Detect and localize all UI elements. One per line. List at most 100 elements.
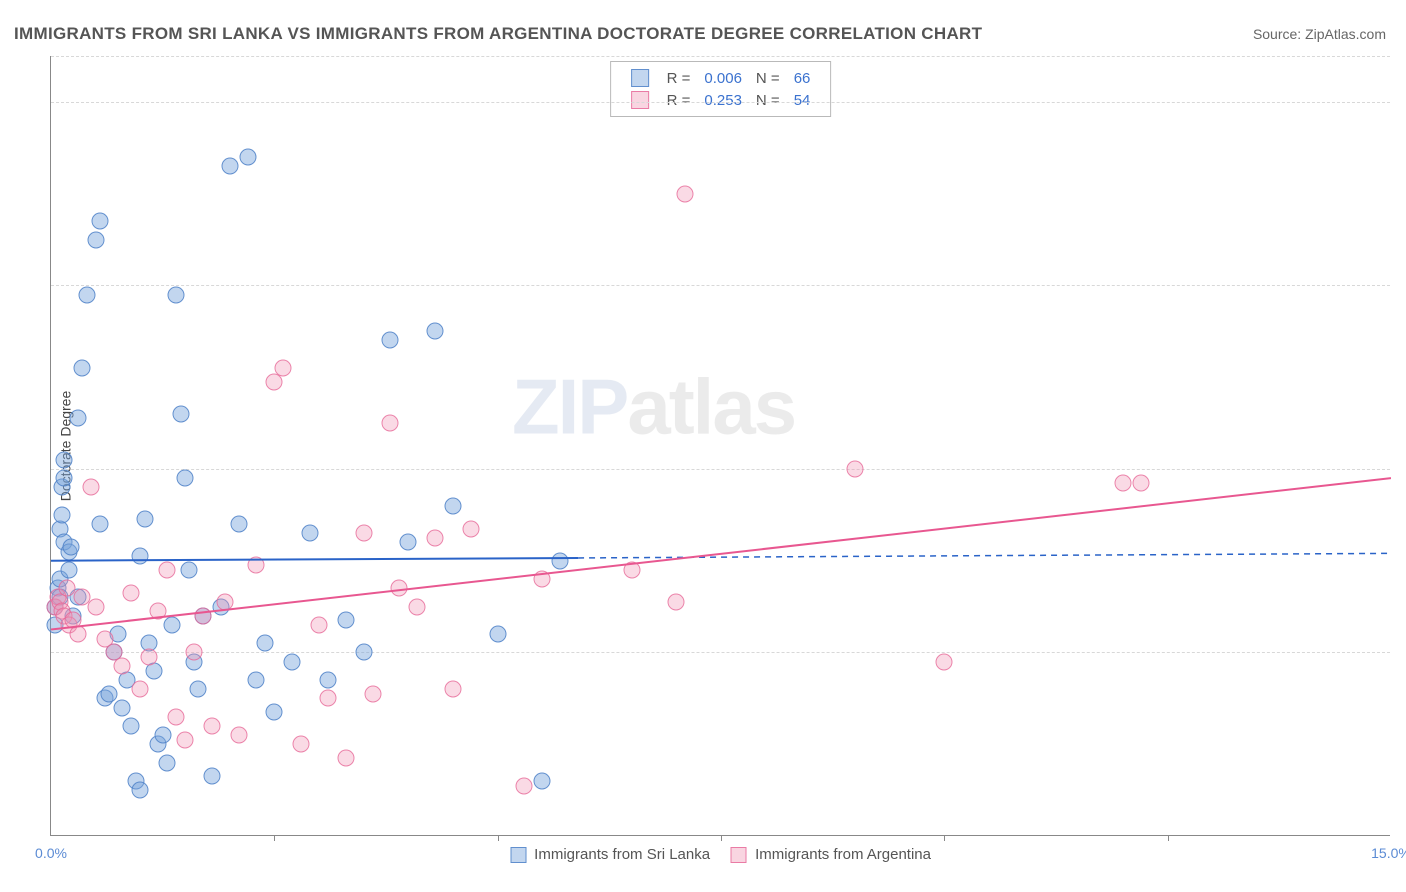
swatch-pink-icon: [631, 91, 649, 109]
data-point: [248, 557, 265, 574]
y-tick-label: 4.0%: [1400, 461, 1406, 477]
data-point: [516, 777, 533, 794]
data-point: [337, 612, 354, 629]
legend-row-sri-lanka: R = 0.006 N = 66: [625, 68, 817, 88]
data-point: [382, 415, 399, 432]
gridline: [51, 469, 1390, 470]
x-tick-label: 0.0%: [35, 845, 67, 861]
data-point: [159, 754, 176, 771]
plot-area: ZIPatlas R = 0.006 N = 66 R = 0.253 N = …: [50, 56, 1390, 836]
data-point: [132, 681, 149, 698]
gridline: [51, 652, 1390, 653]
data-point: [355, 525, 372, 542]
legend-stats: R = 0.006 N = 66 R = 0.253 N = 54: [610, 61, 832, 117]
data-point: [311, 616, 328, 633]
data-point: [154, 727, 171, 744]
data-point: [677, 185, 694, 202]
data-point: [114, 658, 131, 675]
swatch-blue-icon: [631, 69, 649, 87]
data-point: [190, 681, 207, 698]
data-point: [62, 538, 79, 555]
data-point: [217, 594, 234, 611]
data-point: [293, 736, 310, 753]
data-point: [623, 561, 640, 578]
regression-line: [51, 558, 578, 561]
data-point: [132, 782, 149, 799]
data-point: [59, 580, 76, 597]
data-point: [203, 768, 220, 785]
data-point: [92, 516, 109, 533]
data-point: [203, 717, 220, 734]
data-point: [185, 644, 202, 661]
x-tick-mark: [498, 835, 499, 841]
data-point: [1115, 474, 1132, 491]
x-tick-mark: [1168, 835, 1169, 841]
legend-r-value-2: 0.253: [698, 90, 748, 110]
data-point: [409, 598, 426, 615]
watermark-atlas: atlas: [627, 362, 795, 450]
data-point: [936, 653, 953, 670]
legend-r-label: R =: [661, 68, 697, 88]
data-point: [427, 323, 444, 340]
data-point: [53, 506, 70, 523]
data-point: [123, 717, 140, 734]
data-point: [87, 231, 104, 248]
data-point: [337, 750, 354, 767]
y-tick-label: 8.0%: [1400, 94, 1406, 110]
data-point: [194, 607, 211, 624]
legend-n-label: N =: [750, 68, 786, 88]
data-point: [141, 649, 158, 666]
data-point: [69, 626, 86, 643]
data-point: [248, 672, 265, 689]
data-point: [172, 405, 189, 422]
data-point: [319, 672, 336, 689]
data-point: [382, 332, 399, 349]
data-point: [159, 561, 176, 578]
data-point: [177, 731, 194, 748]
y-tick-label: 2.0%: [1400, 644, 1406, 660]
data-point: [56, 470, 73, 487]
data-point: [319, 690, 336, 707]
data-point: [400, 534, 417, 551]
data-point: [534, 772, 551, 789]
data-point: [668, 594, 685, 611]
data-point: [60, 561, 77, 578]
data-point: [181, 561, 198, 578]
legend-row-argentina: R = 0.253 N = 54: [625, 90, 817, 110]
watermark-zip: ZIP: [512, 362, 627, 450]
gridline: [51, 56, 1390, 57]
regression-line-dashed: [578, 553, 1391, 558]
gridline: [51, 285, 1390, 286]
data-point: [445, 497, 462, 514]
chart-title: IMMIGRANTS FROM SRI LANKA VS IMMIGRANTS …: [14, 24, 982, 44]
data-point: [239, 148, 256, 165]
regression-line: [51, 478, 1391, 629]
data-point: [78, 286, 95, 303]
data-point: [163, 616, 180, 633]
swatch-pink-icon: [731, 847, 747, 863]
data-point: [132, 548, 149, 565]
data-point: [168, 708, 185, 725]
legend-label-sri-lanka: Immigrants from Sri Lanka: [534, 846, 710, 863]
data-point: [445, 681, 462, 698]
source-label: Source: ZipAtlas.com: [1253, 26, 1386, 42]
x-tick-mark: [944, 835, 945, 841]
data-point: [391, 580, 408, 597]
data-point: [489, 626, 506, 643]
data-point: [1132, 474, 1149, 491]
data-point: [56, 451, 73, 468]
legend-n-value-2: 54: [788, 90, 817, 110]
legend-n-value-1: 66: [788, 68, 817, 88]
x-tick-mark: [274, 835, 275, 841]
data-point: [364, 685, 381, 702]
chart-container: IMMIGRANTS FROM SRI LANKA VS IMMIGRANTS …: [0, 0, 1406, 892]
legend-r-value-1: 0.006: [698, 68, 748, 88]
data-point: [302, 525, 319, 542]
x-tick-label: 15.0%: [1371, 845, 1406, 861]
data-point: [221, 158, 238, 175]
swatch-blue-icon: [510, 847, 526, 863]
data-point: [534, 571, 551, 588]
data-point: [92, 213, 109, 230]
data-point: [230, 727, 247, 744]
data-point: [123, 584, 140, 601]
